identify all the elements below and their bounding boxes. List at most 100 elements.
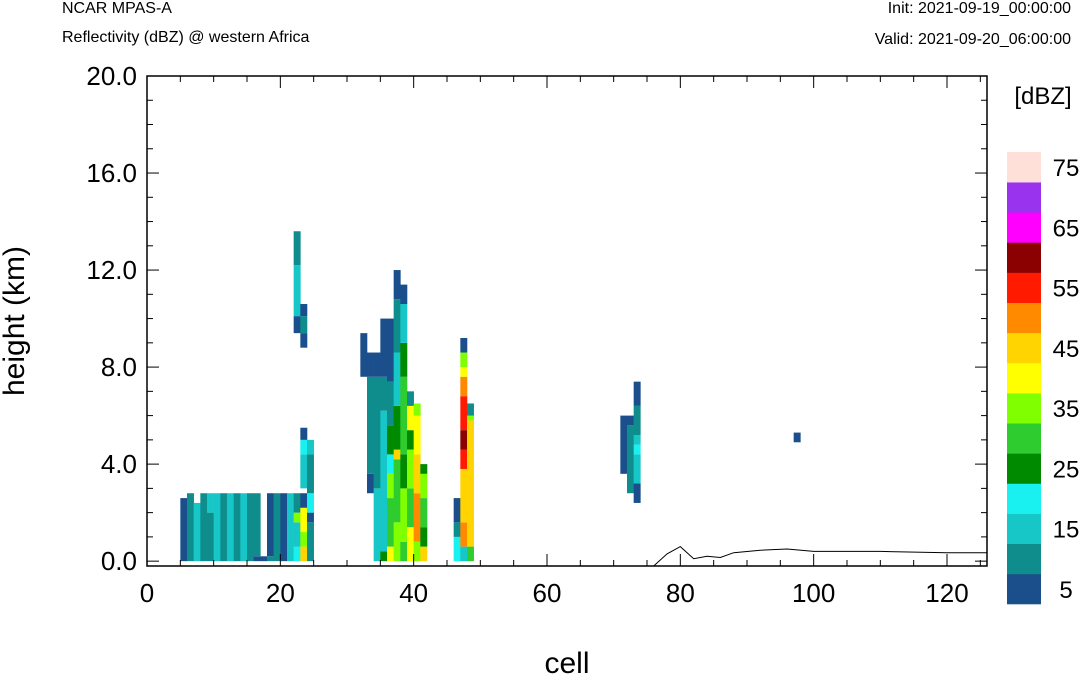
reflectivity-cell [407, 430, 414, 450]
reflectivity-cell [633, 483, 641, 503]
y-tick-label: 4.0 [101, 449, 137, 479]
x-tick-label: 120 [925, 578, 968, 608]
reflectivity-cell [293, 265, 301, 317]
plot-frame [146, 75, 988, 567]
colorbar-swatch [1007, 302, 1041, 334]
reflectivity-cell [293, 522, 301, 547]
colorbar-label: 45 [1053, 336, 1079, 363]
reflectivity-cell [387, 381, 394, 426]
reflectivity-cell [300, 454, 308, 489]
x-tick-label: 40 [399, 578, 428, 608]
x-tick-label: 60 [533, 578, 562, 608]
reflectivity-cell [380, 551, 388, 562]
reflectivity-cell [393, 352, 401, 406]
y-tick-label: 8.0 [101, 352, 137, 382]
reflectivity-cell [253, 493, 261, 557]
model-title: NCAR MPAS-A [62, 0, 172, 17]
reflectivity-cell [460, 430, 468, 450]
reflectivity-cell [460, 468, 468, 523]
reflectivity-cell [373, 352, 381, 377]
colorbar-swatch [1007, 573, 1041, 605]
colorbar-swatch [1007, 332, 1041, 364]
reflectivity-cell [393, 270, 401, 300]
valid-time-label: Valid: 2021-09-20_06:00:00 [874, 31, 1071, 48]
reflectivity-cell [207, 512, 214, 562]
y-tick-label: 12.0 [86, 255, 137, 285]
reflectivity-cell [407, 527, 414, 562]
reflectivity-cell [367, 473, 374, 494]
reflectivity-cell [407, 488, 414, 528]
reflectivity-cell [400, 342, 408, 377]
reflectivity-cell [413, 403, 421, 416]
reflectivity-cell [373, 488, 381, 562]
reflectivity-cell [400, 284, 408, 305]
reflectivity-cell [420, 527, 428, 547]
reflectivity-cell [467, 420, 474, 547]
y-axis-title: height (km) [0, 246, 31, 396]
reflectivity-cell [300, 546, 308, 562]
reflectivity-cell [393, 522, 401, 562]
reflectivity-cell [627, 415, 634, 426]
reflectivity-cell [420, 546, 428, 562]
reflectivity-cell [420, 498, 428, 528]
reflectivity-cell [280, 493, 288, 562]
reflectivity-cell [247, 493, 254, 562]
reflectivity-cell [367, 352, 374, 377]
reflectivity-cell [393, 405, 401, 450]
reflectivity-cell [460, 367, 468, 377]
reflectivity-cell [307, 522, 314, 562]
reflectivity-cell [380, 318, 388, 377]
reflectivity-cell [300, 333, 308, 348]
reflectivity-cell [400, 541, 408, 562]
reflectivity-cell [620, 415, 628, 474]
reflectivity-cell [300, 493, 308, 508]
reflectivity-cell [300, 532, 308, 547]
colorbar [1007, 152, 1041, 605]
colorbar-label: 65 [1053, 215, 1079, 242]
x-tick-label: 20 [266, 578, 295, 608]
reflectivity-cell [207, 493, 214, 513]
reflectivity-cell [387, 473, 394, 499]
reflectivity-cell [200, 493, 208, 562]
reflectivity-cell [460, 396, 468, 431]
reflectivity-cell [467, 403, 474, 416]
reflectivity-cell [460, 376, 468, 397]
reflectivity-cell [413, 541, 421, 562]
reflectivity-cell [633, 381, 641, 406]
y-tick-labels: 0.0 4.0 8.0 12.0 16.0 20.0 [86, 61, 137, 576]
reflectivity-cell [273, 493, 281, 562]
y-tick-label: 16.0 [86, 158, 137, 188]
reflectivity-cell [633, 435, 641, 445]
init-time-label: Init: 2021-09-19_00:00:00 [887, 0, 1071, 17]
reflectivity-cell [293, 231, 301, 266]
reflectivity-cell [393, 299, 401, 353]
reflectivity-cell [467, 546, 474, 562]
reflectivity-cell [420, 473, 428, 499]
reflectivity-cell [387, 498, 394, 547]
x-tick-label: 100 [792, 578, 835, 608]
reflectivity-cell [453, 522, 461, 537]
reflectivity-cell [407, 405, 414, 431]
reflectivity-cell [633, 405, 641, 436]
reflectivity-cell [387, 318, 394, 382]
reflectivity-cell [213, 493, 221, 562]
reflectivity-cell [400, 454, 408, 489]
colorbar-swatch [1007, 272, 1041, 303]
reflectivity-cell [633, 454, 641, 484]
colorbar-label: 15 [1053, 517, 1079, 544]
colorbar-swatch [1007, 152, 1041, 183]
reflectivity-cell [220, 493, 228, 562]
reflectivity-cell [413, 493, 421, 542]
reflectivity-cell [187, 493, 194, 562]
reflectivity-cell [307, 454, 314, 494]
colorbar-label: 55 [1053, 276, 1079, 303]
reflectivity-cell [300, 507, 308, 533]
colorbar-label: 25 [1053, 456, 1079, 483]
reflectivity-cell [633, 444, 641, 455]
colorbar-swatch [1007, 483, 1041, 514]
colorbar-swatch [1007, 543, 1041, 575]
reflectivity-cell [407, 391, 414, 406]
colorbar-label: 5 [1059, 577, 1072, 604]
reflectivity-cell [193, 502, 201, 562]
x-tick-label: 0 [140, 578, 154, 608]
